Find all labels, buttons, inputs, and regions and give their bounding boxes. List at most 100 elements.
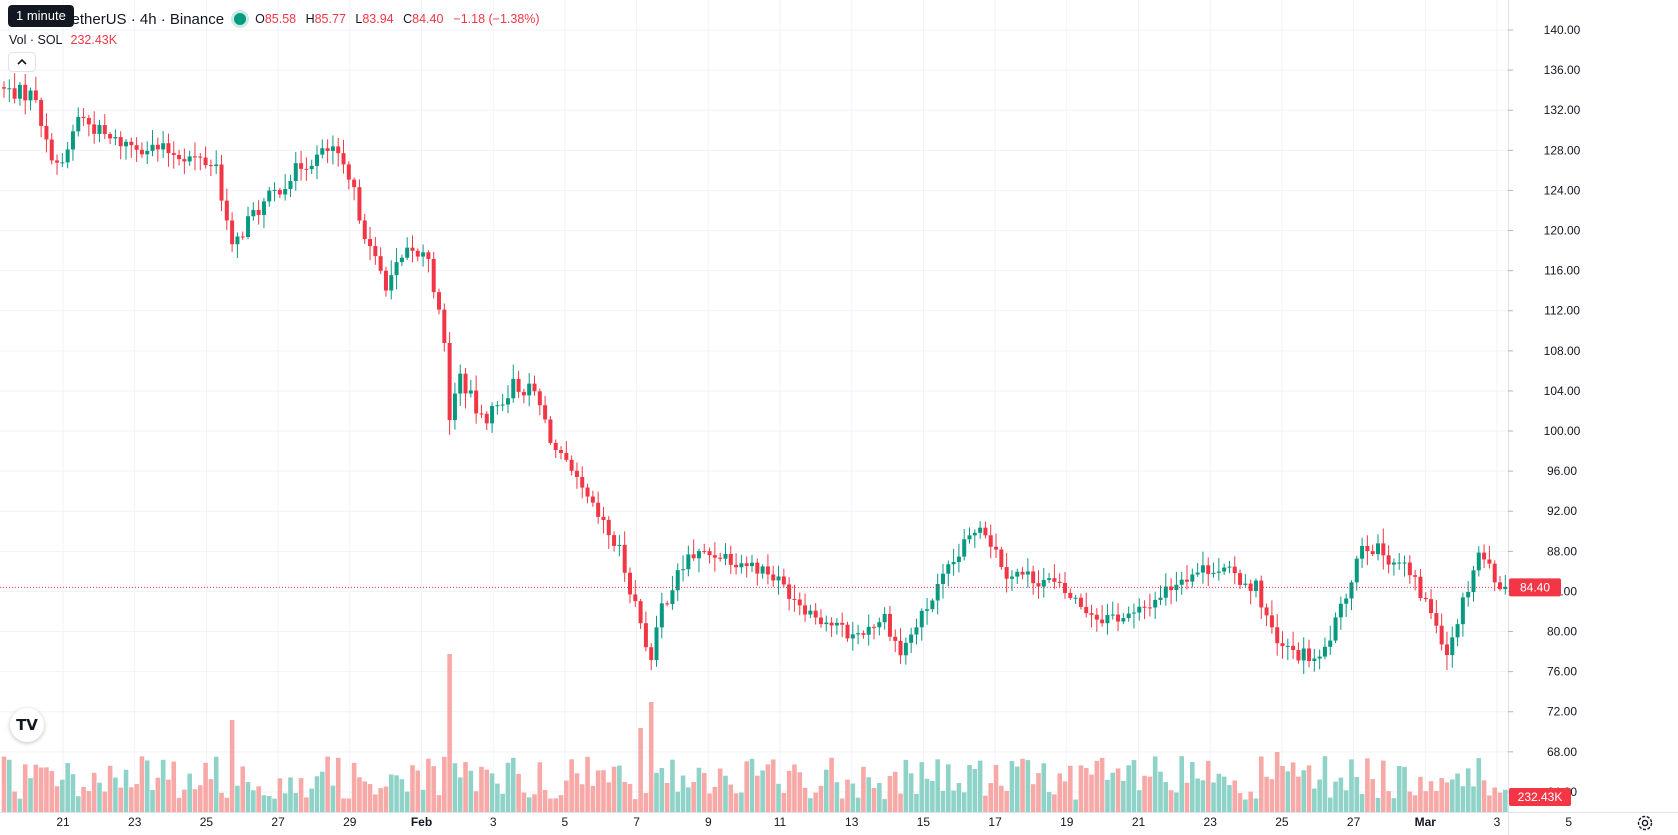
- candle-body: [776, 576, 781, 581]
- volume-bar: [1036, 773, 1041, 812]
- candle-body: [999, 549, 1004, 568]
- volume-bar: [420, 789, 426, 812]
- volume-bar: [134, 783, 139, 812]
- volume-bar: [871, 787, 877, 812]
- volume-bar: [1396, 765, 1402, 812]
- volume-value: 232.43K: [70, 33, 118, 47]
- volume-bar: [213, 756, 219, 812]
- candle-body: [1153, 599, 1158, 608]
- volume-bar: [495, 783, 500, 812]
- candle-body: [935, 584, 940, 601]
- volume-bar: [1147, 776, 1153, 812]
- volume-bar: [1105, 779, 1110, 812]
- volume-bar: [1253, 798, 1259, 812]
- tradingview-logo-icon[interactable]: TV: [10, 708, 44, 742]
- candle-body: [787, 584, 792, 599]
- candle-body: [765, 566, 770, 575]
- volume-bar: [1221, 776, 1227, 812]
- price-tick-label: 92.00: [1547, 504, 1577, 518]
- volume-bar: [251, 790, 256, 812]
- volume-bar: [717, 768, 723, 812]
- candle-body: [1291, 645, 1296, 651]
- candle-body: [1031, 571, 1036, 584]
- volume-bar: [1099, 757, 1105, 812]
- candle-body: [1328, 640, 1333, 647]
- volume-bar: [44, 767, 49, 812]
- volume-bar: [1343, 790, 1349, 812]
- candle-body: [129, 141, 134, 146]
- candle-body: [1137, 606, 1142, 613]
- volume-bar: [951, 790, 956, 812]
- volume-bar: [770, 759, 776, 812]
- candle-body: [877, 622, 882, 628]
- volume-bar: [182, 789, 187, 812]
- candle-body: [1253, 580, 1258, 591]
- volume-bar: [489, 773, 495, 812]
- volume-bar: [1301, 770, 1307, 812]
- candle-body: [1020, 571, 1025, 575]
- time-tick-label: 19: [1060, 815, 1074, 829]
- symbol-legend: TetherUS · 4h · Binance O85.58 H85.77 L8…: [8, 8, 540, 30]
- chart-grid: [0, 0, 1570, 812]
- volume-bar: [855, 797, 861, 812]
- volume-bar: [638, 728, 643, 812]
- candle-body: [187, 156, 192, 162]
- price-axis-bg: [1508, 0, 1678, 835]
- candle-body: [1317, 656, 1322, 659]
- candle-body: [537, 391, 542, 406]
- candle-body: [352, 179, 357, 188]
- candle-body: [357, 187, 362, 221]
- candle-body: [882, 613, 887, 623]
- candle-body: [962, 539, 967, 557]
- collapse-legend-button[interactable]: [8, 52, 36, 72]
- price-tick-label: 100.00: [1544, 424, 1581, 438]
- market-status-icon[interactable]: [234, 13, 247, 25]
- volume-bar: [388, 774, 394, 812]
- price-tick-label: 120.00: [1544, 224, 1581, 238]
- volume-bar: [680, 775, 686, 812]
- candle-body: [415, 250, 420, 257]
- volume-label: Vol · SOL: [9, 33, 63, 47]
- candle-body: [1158, 597, 1163, 600]
- candle-body: [792, 598, 797, 600]
- candle-body: [421, 252, 426, 257]
- volume-bar: [1285, 771, 1291, 812]
- candle-body: [840, 622, 845, 625]
- candle-body: [1280, 643, 1285, 647]
- candle-body: [967, 535, 972, 540]
- symbol-title[interactable]: TetherUS · 4h · Binance: [64, 10, 225, 28]
- price-tick-label: 104.00: [1544, 384, 1581, 398]
- volume-bar: [107, 765, 113, 812]
- gear-icon[interactable]: [1636, 814, 1654, 832]
- volume-bar: [70, 774, 76, 812]
- volume-bar: [399, 779, 405, 812]
- candle-body: [399, 257, 404, 263]
- candle-body: [7, 88, 12, 90]
- volume-bar: [203, 762, 208, 812]
- volume-bar: [924, 778, 930, 812]
- volume-bar: [829, 757, 834, 812]
- volume-bar: [272, 798, 277, 812]
- candle-body: [17, 84, 22, 99]
- candle-body: [410, 247, 415, 251]
- volume-bar: [102, 791, 108, 812]
- candle-body: [511, 378, 516, 399]
- candle-body: [893, 636, 898, 641]
- volume-bar: [1142, 775, 1147, 812]
- volume-bar: [1322, 756, 1328, 812]
- candle-body: [617, 544, 622, 546]
- volume-bar: [839, 798, 845, 812]
- volume-bar: [521, 792, 527, 812]
- candle-body: [426, 252, 431, 259]
- candle-body: [1206, 565, 1211, 574]
- time-tick-label: 23: [128, 815, 142, 829]
- volume-bar: [447, 654, 452, 812]
- candle-body: [585, 487, 590, 497]
- candle-body: [1370, 551, 1375, 555]
- ohlc-values: O85.58 H85.77 L83.94 C84.40: [255, 12, 449, 26]
- volume-bar: [887, 776, 893, 812]
- time-tick-label: 27: [271, 815, 285, 829]
- candle-body: [1466, 591, 1471, 598]
- candle-body: [44, 125, 49, 140]
